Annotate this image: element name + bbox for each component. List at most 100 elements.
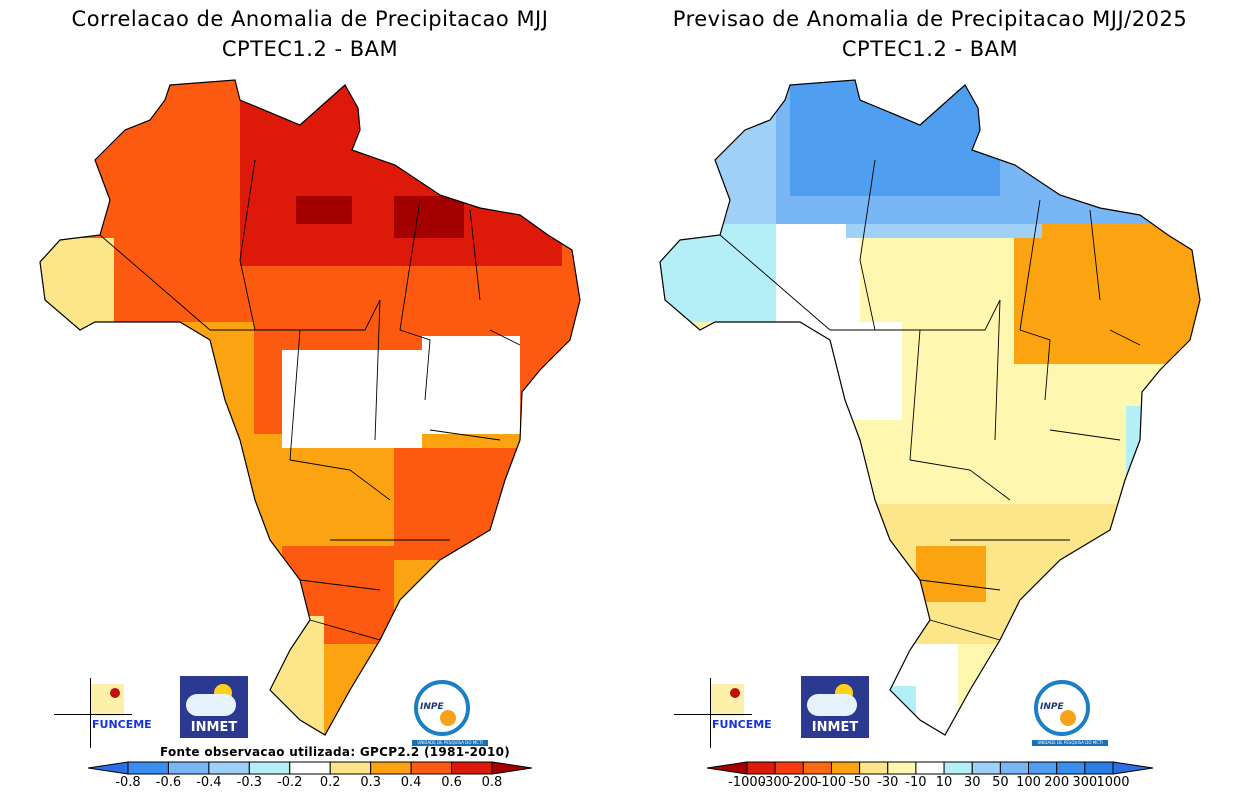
right-grid-cell [930, 420, 945, 435]
left-grid-cell [128, 224, 143, 239]
right-grid-cell [1028, 196, 1043, 211]
right-grid-cell [1014, 476, 1029, 491]
colorbar-swatch [943, 761, 973, 775]
right-grid-cell [660, 168, 665, 183]
left-grid-cell [226, 266, 241, 281]
left-grid-cell [86, 364, 101, 379]
right-grid-cell [986, 588, 1001, 603]
left-grid-cell [520, 406, 535, 421]
right-grid-cell [916, 434, 931, 449]
right-grid-cell [888, 574, 903, 589]
right-grid-cell [720, 280, 735, 295]
right-grid-cell [1196, 140, 1200, 155]
left-grid-cell [58, 364, 73, 379]
left-grid-cell [44, 392, 59, 407]
left-grid-cell [324, 168, 339, 183]
left-grid-cell [58, 378, 73, 393]
colorbar-swatch [248, 761, 291, 775]
left-grid-cell [450, 602, 465, 617]
left-grid-cell [310, 168, 325, 183]
right-grid-cell [1056, 364, 1071, 379]
left-grid-cell [394, 84, 409, 99]
left-grid-cell [464, 378, 479, 393]
right-grid-cell [1140, 406, 1155, 421]
right-grid-cell [1168, 196, 1183, 211]
left-grid-cell [520, 238, 535, 253]
left-grid-cell [282, 700, 297, 715]
left-grid-cell [422, 546, 437, 561]
right-grid-cell [790, 518, 805, 533]
left-grid-cell [520, 518, 535, 533]
right-grid-cell [888, 322, 903, 337]
right-grid-cell [1098, 504, 1113, 519]
right-grid-cell [1028, 448, 1043, 463]
right-grid-cell [678, 364, 693, 379]
left-grid-cell [184, 616, 199, 631]
right-grid-cell [1056, 350, 1071, 365]
inmet-label: INMET [190, 720, 238, 735]
left-grid-cell [338, 80, 353, 85]
right-grid-cell [1084, 336, 1099, 351]
left-grid-cell [40, 308, 45, 323]
right-grid-cell [664, 364, 679, 379]
right-grid-cell [1154, 406, 1169, 421]
right-grid-cell [1056, 196, 1071, 211]
left-grid-cell [366, 574, 381, 589]
left-grid-cell [198, 182, 213, 197]
right-grid-cell [706, 588, 721, 603]
left-grid-cell [128, 350, 143, 365]
left-grid-cell [478, 350, 493, 365]
right-grid-cell [916, 742, 931, 757]
right-grid-cell [1154, 378, 1169, 393]
right-grid-cell [1098, 308, 1113, 323]
right-grid-cell [958, 140, 973, 155]
right-grid-cell [1154, 140, 1169, 155]
left-grid-cell [184, 140, 199, 155]
right-grid-cell [734, 462, 749, 477]
right-grid-cell [678, 80, 693, 85]
left-grid-cell [40, 714, 45, 729]
right-grid-cell [818, 644, 833, 659]
right-grid-cell [1126, 84, 1141, 99]
left-grid-cell [44, 252, 59, 267]
right-grid-cell [762, 84, 777, 99]
left-grid-cell [310, 224, 325, 239]
left-grid-cell [506, 644, 521, 659]
right-grid-cell [734, 84, 749, 99]
left-grid-cell [170, 266, 185, 281]
left-grid-cell [226, 336, 241, 351]
right-grid-cell [1070, 434, 1085, 449]
right-grid-cell [944, 406, 959, 421]
left-grid-cell [548, 112, 563, 127]
right-grid-cell [888, 518, 903, 533]
left-grid-cell [44, 168, 59, 183]
right-grid-cell [916, 462, 931, 477]
right-grid-cell [776, 728, 791, 735]
right-grid-cell [804, 392, 819, 407]
right-grid-cell [678, 238, 693, 253]
right-grid-cell [762, 546, 777, 561]
right-grid-cell [916, 224, 931, 239]
right-grid-cell [1196, 84, 1200, 99]
left-grid-cell [114, 80, 129, 85]
right-grid-cell [1168, 448, 1183, 463]
right-grid-cell [902, 378, 917, 393]
right-grid-cell [986, 308, 1001, 323]
left-grid-cell [324, 322, 339, 337]
right-grid-cell [1154, 658, 1169, 673]
left-grid-cell [170, 140, 185, 155]
left-grid-cell [72, 504, 87, 519]
left-grid-cell [562, 308, 577, 323]
right-grid-cell [720, 644, 735, 659]
right-grid-cell [734, 658, 749, 673]
left-grid-cell [548, 616, 563, 631]
right-grid-cell [1126, 126, 1141, 141]
right-grid-cell [888, 80, 903, 85]
right-grid-cell [790, 126, 805, 141]
right-grid-cell [888, 728, 903, 735]
right-grid-cell [1168, 574, 1183, 589]
left-grid-cell [156, 504, 171, 519]
left-grid-cell [450, 560, 465, 575]
left-grid-cell [394, 98, 409, 113]
